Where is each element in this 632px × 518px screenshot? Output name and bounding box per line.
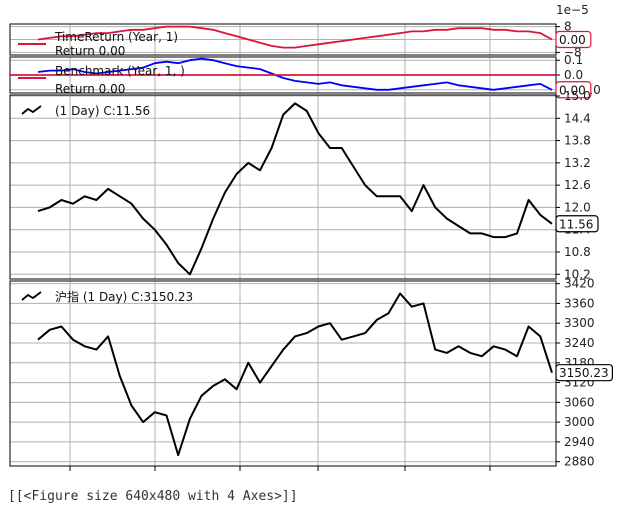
y-tick-label: 3420 xyxy=(564,277,595,291)
axes-frame xyxy=(9,280,557,467)
y-tick-label: 3300 xyxy=(564,316,595,330)
value-label: 0.00 xyxy=(559,33,586,47)
value-box xyxy=(555,215,599,233)
legend-label: (1 Day) C:11.56 xyxy=(55,104,150,118)
price-panel: 15.014.413.813.212.612.011.410.810.2(1 D… xyxy=(9,89,599,281)
legend-label: Return 0.00 xyxy=(55,82,125,96)
value-label: 3150.23 xyxy=(559,366,609,380)
legend-label: 沪指 (1 Day) C:3150.23 xyxy=(55,289,193,304)
value-label: 11.56 xyxy=(559,217,593,231)
y-tick-label: 2880 xyxy=(564,455,595,469)
legend-label: Benchmark (Year, 1, ) xyxy=(55,64,185,78)
value-box xyxy=(555,81,592,99)
legend-label: Return 0.00 xyxy=(55,44,125,58)
value-box xyxy=(555,30,592,49)
benchmark-panel: 0.10.0−0.10Benchmark (Year, 1, )Return 0… xyxy=(9,53,601,99)
y-tick-label: 14.4 xyxy=(564,111,591,125)
y-tick-label: 12.6 xyxy=(564,178,591,192)
y-tick-label: 13.8 xyxy=(564,134,591,148)
y-tick-label: 10.8 xyxy=(564,245,591,259)
series-line xyxy=(37,57,553,91)
series-line xyxy=(37,292,553,457)
y-tick-label: 3360 xyxy=(564,296,595,310)
exponent-label: 1e−5 xyxy=(556,3,589,17)
value-label: 0.00 xyxy=(559,83,586,97)
y-tick-label: 3000 xyxy=(564,415,595,429)
y-tick-label: −8 xyxy=(564,45,582,59)
y-tick-label: 0.1 xyxy=(564,53,583,67)
axes-frame xyxy=(9,94,557,280)
y-tick-label: 15.0 xyxy=(564,89,591,103)
series-line xyxy=(37,25,553,49)
y-tick-label: 3060 xyxy=(564,395,595,409)
y-tick-label: 0.0 xyxy=(564,68,583,82)
y-tick-label: 12.0 xyxy=(564,200,591,214)
series-line xyxy=(37,102,553,276)
legend-swatch xyxy=(21,291,42,301)
legend-label: TimeReturn (Year, 1) xyxy=(54,30,178,44)
y-tick-label: 10.2 xyxy=(564,267,591,281)
figure-caption: [[<Figure size 640x480 with 4 Axes>]] xyxy=(8,489,298,504)
y-tick-label: 13.2 xyxy=(564,156,591,170)
legend-swatch xyxy=(21,105,42,115)
y-tick-label: 8 xyxy=(564,20,572,34)
y-tick-label: 2940 xyxy=(564,435,595,449)
y-tick-label: 3240 xyxy=(564,336,595,350)
value-box xyxy=(555,364,614,382)
index-panel: 3420336033003240318031203060300029402880… xyxy=(9,277,614,469)
